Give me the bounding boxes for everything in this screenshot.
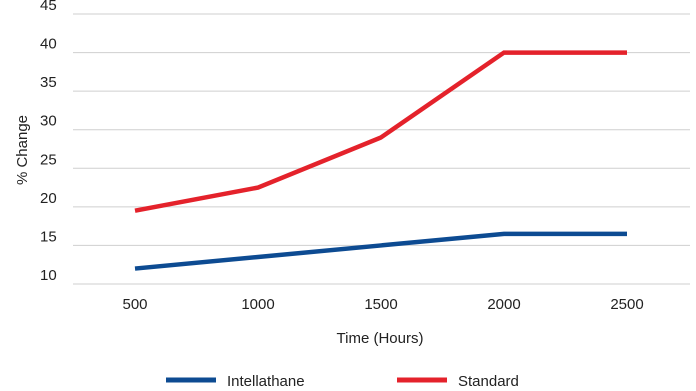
gridlines — [73, 13, 690, 285]
y-tick-label: 10 — [40, 267, 57, 284]
legend-label-intellathane: Intellathane — [227, 373, 305, 390]
x-tick-label: 2000 — [487, 296, 520, 313]
y-tick-label: 40 — [40, 36, 57, 53]
y-tick-label: 15 — [40, 228, 57, 245]
x-tick-label: 1500 — [364, 296, 397, 313]
x-tick-label: 2500 — [610, 296, 643, 313]
x-axis-label: Time (Hours) — [337, 330, 424, 347]
legend-label-standard: Standard — [458, 373, 519, 390]
y-axis-label: % Change — [14, 115, 31, 185]
y-tick-label: 35 — [40, 74, 57, 91]
series-line-intellathane — [134, 231, 627, 271]
x-tick-label: 1000 — [241, 296, 274, 313]
series-lines — [134, 50, 627, 271]
legend: Intellathane Standard — [166, 373, 519, 390]
series-line-standard — [134, 50, 627, 213]
y-tick-label: 20 — [40, 190, 57, 207]
y-tick-label: 30 — [40, 113, 57, 130]
y-tick-label: 45 — [40, 0, 57, 14]
x-tick-labels: 500 1000 1500 2000 2500 — [122, 296, 643, 313]
x-tick-label: 500 — [122, 296, 147, 313]
y-tick-label: 25 — [40, 151, 57, 168]
y-tick-labels: 10 15 20 25 30 35 40 45 — [40, 0, 57, 284]
